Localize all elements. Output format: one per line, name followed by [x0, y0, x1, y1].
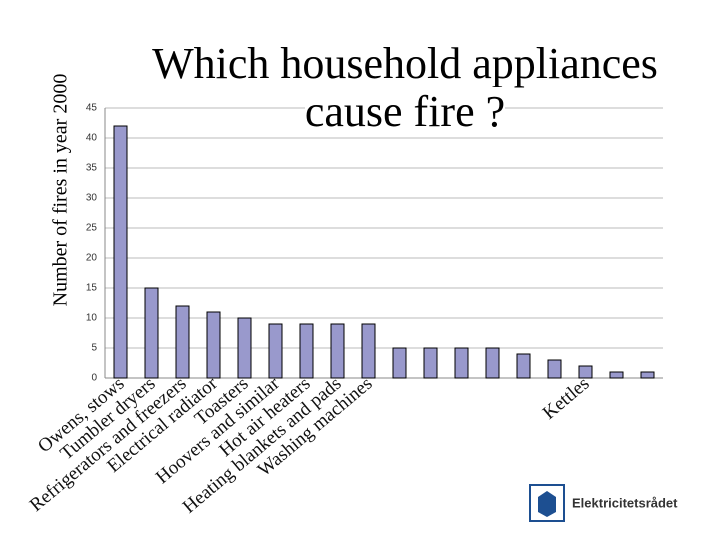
y-tick-label: 35	[86, 163, 98, 174]
bar	[268, 323, 283, 379]
y-tick-label: 5	[91, 343, 97, 354]
chart-title: Which household appliances cause fire ?	[140, 39, 670, 136]
bar	[361, 323, 376, 379]
y-tick-label: 25	[86, 223, 98, 234]
y-tick-label: 45	[86, 103, 98, 114]
bar	[640, 371, 655, 379]
bar	[237, 317, 252, 379]
bar	[175, 305, 190, 379]
y-tick-label: 20	[86, 253, 98, 264]
y-tick-label: 30	[86, 193, 98, 204]
bar	[206, 311, 221, 379]
bar	[516, 353, 531, 379]
bar	[547, 359, 562, 379]
y-tick-label: 0	[91, 373, 97, 384]
y-axis-label: Number of fires in year 2000	[50, 74, 72, 307]
y-tick-label: 10	[86, 313, 98, 324]
bar	[299, 323, 314, 379]
bar	[113, 125, 128, 379]
bar	[485, 347, 500, 379]
bar	[330, 323, 345, 379]
bar	[578, 365, 593, 379]
bar	[423, 347, 438, 379]
bar	[609, 371, 624, 379]
y-tick-label: 15	[86, 283, 98, 294]
logo-emblem	[529, 484, 565, 522]
bar	[454, 347, 469, 379]
chart-title-text: Which household appliances cause fire ?	[152, 39, 658, 136]
logo: Elektricitetsrådet	[529, 484, 678, 522]
bar	[144, 287, 159, 379]
logo-text: Elektricitetsrådet	[572, 495, 678, 510]
bar	[392, 347, 407, 379]
logo-crown	[538, 491, 556, 517]
y-tick-label: 40	[86, 133, 98, 144]
